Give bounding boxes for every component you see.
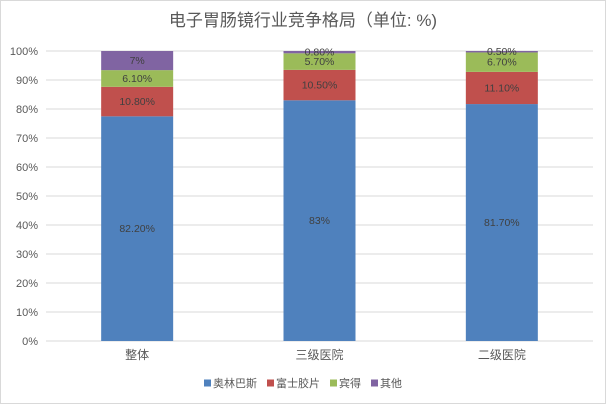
data-label: 0.50%: [487, 46, 517, 58]
data-label: 0.80%: [305, 47, 335, 59]
bar-segment-s3-c3: [465, 52, 538, 72]
bar-segment-s4-c1: [101, 51, 174, 71]
y-tick-label: 100%: [10, 46, 38, 58]
bar-segment-s2-c1: [101, 86, 174, 117]
y-tick-label: 10%: [16, 307, 38, 319]
legend-item: 宾得: [330, 376, 361, 390]
bar-segment-s1-c1: [101, 116, 174, 341]
data-label: 83%: [309, 215, 330, 227]
legend-swatch: [204, 379, 211, 387]
bar-segment-s2-c3: [465, 71, 538, 105]
data-label: 6.70%: [487, 57, 517, 69]
legend-item: 奥林巴斯: [204, 376, 257, 390]
y-tick-label: 30%: [16, 249, 38, 261]
bar-segment-s1-c3: [465, 104, 538, 341]
data-label: 11.10%: [484, 82, 519, 94]
bars: [101, 51, 538, 341]
legend-item: 其他: [371, 377, 402, 390]
legend-swatch: [267, 379, 274, 387]
y-tick-label: 90%: [16, 75, 38, 87]
x-tick-label: 整体: [125, 347, 149, 362]
y-tick-label: 50%: [16, 191, 38, 203]
data-label: 5.70%: [305, 56, 335, 68]
y-axis: 0% 10% 20% 30% 40% 50% 60% 70% 80% 90% 100%: [10, 46, 38, 348]
y-tick-label: 0%: [22, 336, 38, 348]
data-label: 82.20%: [119, 223, 155, 235]
data-label: 6.10%: [122, 73, 152, 85]
legend-swatch: [330, 379, 337, 387]
y-tick-label: 80%: [16, 104, 38, 116]
bar-segment-s4-c3: [465, 51, 538, 53]
data-label: 10.80%: [119, 96, 155, 108]
x-tick-label: 三级医院: [295, 348, 343, 362]
legend-label: 其他: [380, 377, 402, 390]
y-tick-label: 70%: [16, 133, 38, 145]
legend-label: 宾得: [339, 376, 361, 390]
chart-title: 电子胃肠镜行业竞争格局（单位: %): [169, 11, 437, 30]
legend: 奥林巴斯 富士胶片 宾得 其他: [204, 376, 402, 390]
bar-segment-s3-c1: [101, 70, 174, 87]
bar-segment-s3-c2: [283, 53, 356, 70]
y-tick-label: 20%: [16, 278, 38, 290]
x-tick-label: 二级医院: [478, 348, 526, 362]
legend-label: 奥林巴斯: [213, 376, 257, 390]
legend-item: 富士胶片: [267, 376, 320, 390]
data-label: 10.50%: [302, 80, 338, 92]
legend-label: 富士胶片: [276, 376, 320, 390]
data-labels: 82.20% 10.80% 6.10% 7% 83% 10.50% 5.70%0.80% 81…: [119, 46, 519, 235]
y-tick-label: 40%: [16, 220, 38, 232]
bar-segment-s2-c2: [283, 69, 356, 101]
x-axis: 整体 三级医院 二级医院: [125, 347, 526, 362]
bar-segment-s1-c2: [283, 100, 356, 341]
legend-swatch: [371, 379, 378, 387]
data-label: 7%: [130, 55, 145, 67]
y-tick-label: 60%: [16, 162, 38, 174]
data-label: 81.70%: [484, 217, 520, 229]
bar-segment-s4-c2: [283, 51, 356, 54]
